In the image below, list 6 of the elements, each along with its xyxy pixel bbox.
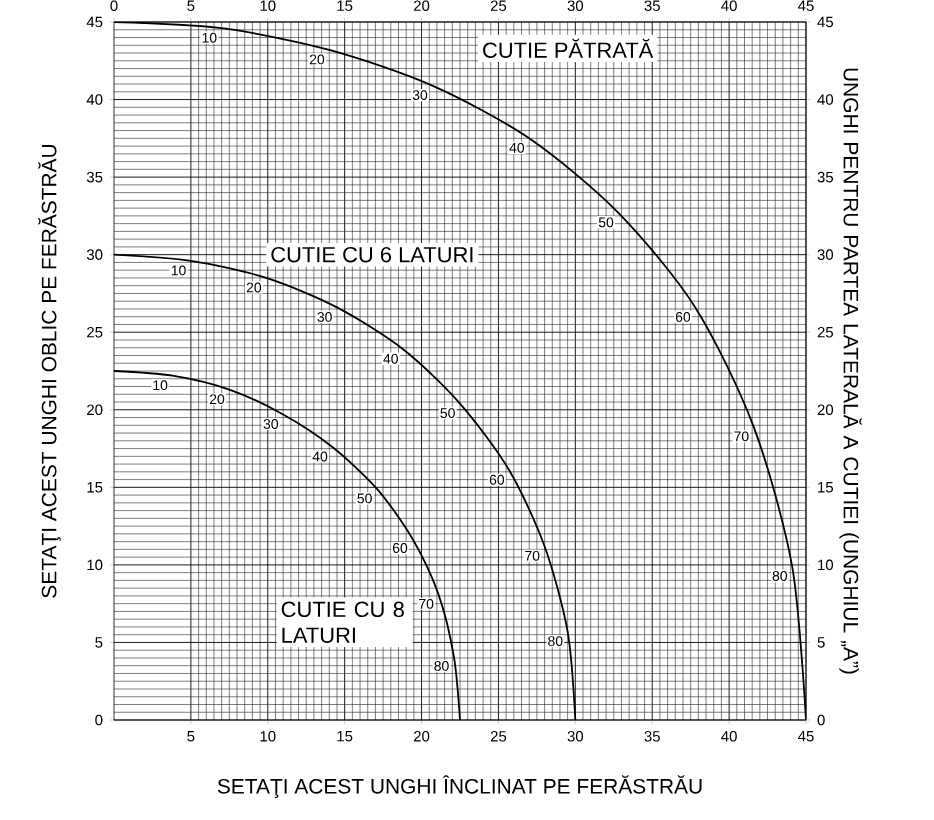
y-axis-title: SETAŢI ACEST UNGHI OBLIC PE FERĂSTRĂU (38, 144, 61, 598)
series-label: CUTIE CU 6 LATURI (271, 246, 473, 263)
text: CUTIE PĂTRATĂ (483, 38, 654, 58)
series-label: CUTIE CU 8 LATURI (281, 601, 404, 643)
y2-axis-title: UNGHI PENTRU PARTEA LATERALĂ A CUTIEI (UNGHIUL „A”) (839, 68, 862, 674)
x-axis-title: SETAŢI ACEST UNGHI ÎNCLINAT PE FERĂSTRĂU (217, 775, 702, 798)
